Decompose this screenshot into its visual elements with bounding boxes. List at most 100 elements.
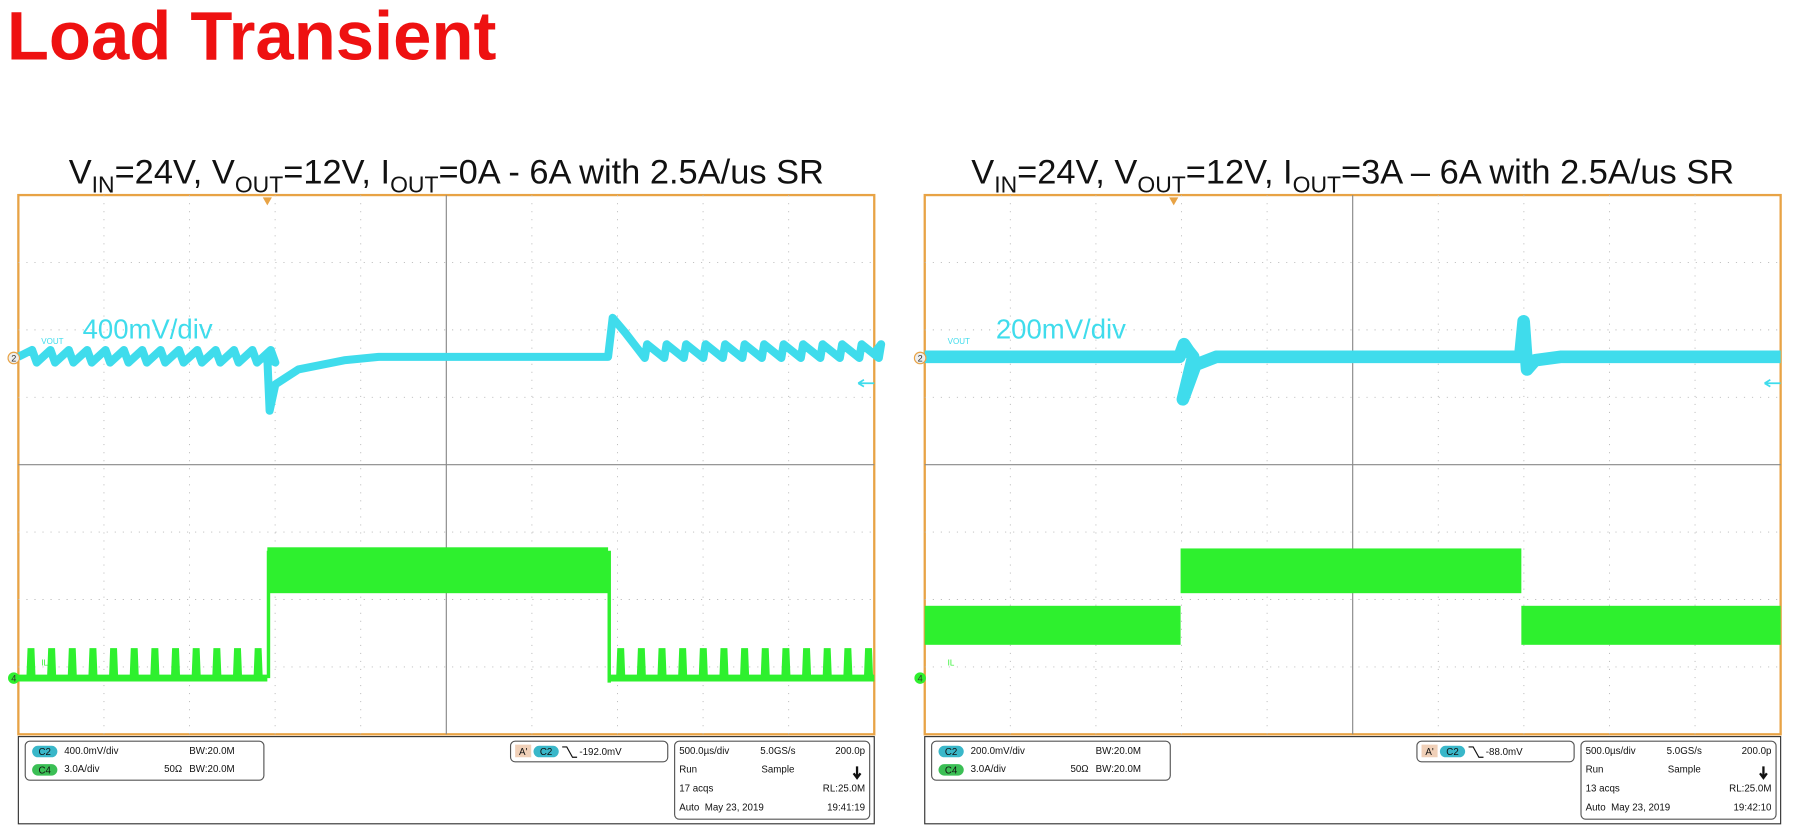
channel-scale: 200.0mV/div: [971, 746, 1025, 757]
trigger-badge-c: [1439, 745, 1466, 758]
il-waveform: [610, 648, 875, 682]
caption-part: =12V, I: [1186, 154, 1293, 192]
channel-scale: 400.0mV/div: [64, 746, 118, 757]
ch2-marker-badge: [913, 351, 927, 365]
caption-part: OUT: [390, 172, 438, 198]
channel-badge-label: C4: [39, 765, 52, 776]
trigger-badge-a: [1421, 744, 1438, 758]
channel-box: [24, 740, 265, 781]
channel-coupling: 50Ω: [164, 764, 182, 775]
ch4-marker-badge: [8, 672, 20, 684]
panel-caption: VIN=24V, VOUT=12V, IOUT=0A - 6A with 2.5…: [69, 154, 824, 198]
offset-arrow: [1764, 379, 1781, 388]
timebase-field: RL:25.0M: [823, 784, 865, 795]
il-waveform: [924, 605, 1181, 645]
timebase-field: Auto: [679, 803, 700, 814]
trigger-position-marker: [1169, 197, 1179, 206]
panel-caption: VIN=24V, VOUT=12V, IOUT=3A – 6A with 2.5…: [971, 154, 1734, 198]
caption-part: =24V, V: [1017, 154, 1137, 192]
il-waveform: [1180, 548, 1522, 594]
timebase-field: Run: [679, 765, 697, 776]
channel-bandwidth: BW:20.0M: [1096, 764, 1141, 775]
caption-part: IN: [92, 172, 115, 198]
timebase-field: May 23, 2019: [705, 803, 764, 814]
acquire-icon: [852, 766, 862, 780]
trigger-badge-c-label: C2: [540, 747, 552, 758]
ch4-name: IL: [948, 658, 955, 667]
timebase-field: 500.0µs/div: [679, 746, 729, 757]
trigger-level: -88.0mV: [1486, 747, 1523, 758]
caption-part: =12V, I: [283, 154, 390, 192]
caption-part: =3A – 6A with 2.5A/us SR: [1341, 154, 1734, 192]
slide-title: Load Transient: [7, 0, 497, 75]
vout-waveform: [16, 313, 886, 415]
trigger-slope-icon: [1468, 746, 1484, 758]
channel-badge-label: C2: [945, 747, 957, 758]
channel-bandwidth: BW:20.0M: [189, 746, 234, 757]
timebase-box: [1580, 740, 1777, 820]
ch2-name: VOUT: [948, 337, 970, 346]
timebase-field: 19:42:10: [1734, 803, 1773, 814]
timebase-field: 19:41:19: [827, 803, 865, 814]
timebase-field: Auto: [1586, 803, 1607, 814]
trigger-position-marker: [262, 197, 272, 206]
ch2-marker: 2: [11, 353, 16, 363]
timebase-field: Sample: [761, 765, 794, 776]
timebase-field: Run: [1586, 765, 1604, 776]
channel-bandwidth: BW:20.0M: [1096, 746, 1141, 757]
channel-badge: [938, 745, 964, 758]
channel-badge-label: C2: [39, 747, 51, 758]
timebase-box: [674, 740, 871, 820]
timebase-field: 500.0µs/div: [1586, 746, 1636, 757]
ch4-marker: 4: [918, 674, 923, 684]
channel-bandwidth: BW:20.0M: [189, 764, 234, 775]
scope-panel: VIN=24V, VOUT=12V, IOUT=3A – 6A with 2.5…: [913, 154, 1782, 825]
caption-part: OUT: [1137, 172, 1185, 198]
channel-badge: [938, 764, 964, 776]
ch2-marker: 2: [918, 353, 923, 363]
caption-part: IN: [994, 172, 1017, 198]
channel-scale: 3.0A/div: [64, 764, 99, 775]
channel-box: [931, 740, 1171, 781]
trigger-badge-a-label: A': [1425, 747, 1434, 758]
timebase-field: 13 acqs: [1586, 784, 1620, 795]
channel-badge-label: C4: [945, 765, 958, 776]
trigger-badge-a-label: A': [519, 747, 528, 758]
caption-part: V: [971, 154, 994, 192]
timebase-field: 200.0p: [835, 746, 865, 757]
caption-part: OUT: [235, 172, 283, 198]
acquire-icon: [1759, 766, 1768, 780]
timebase-field: 17 acqs: [679, 784, 713, 795]
scale-label: 200mV/div: [996, 313, 1126, 344]
vout-waveform: [924, 314, 1781, 406]
il-waveform: [267, 547, 609, 594]
caption-part: =24V, V: [115, 154, 235, 192]
caption-part: OUT: [1293, 172, 1341, 198]
channel-badge: [32, 764, 58, 776]
il-waveform: [1521, 605, 1781, 645]
ch4-marker: 4: [11, 674, 16, 684]
il-waveform: [18, 648, 268, 682]
trigger-badge-a: [515, 744, 532, 758]
caption-part: V: [69, 154, 92, 192]
timebase-field: RL:25.0M: [1729, 784, 1771, 795]
scale-label: 400mV/div: [83, 313, 213, 344]
ch4-name: IL: [41, 658, 48, 667]
trigger-badge-c: [533, 745, 559, 758]
ch4-marker-badge: [914, 672, 926, 684]
timebase-field: 5.0GS/s: [1667, 746, 1702, 757]
trigger-level: -192.0mV: [579, 747, 622, 758]
trigger-slope-icon: [562, 746, 578, 758]
caption-part: =0A - 6A with 2.5A/us SR: [439, 154, 824, 192]
ch2-marker-badge: [7, 351, 21, 365]
trigger-badge-c-label: C2: [1446, 747, 1458, 758]
timebase-field: May 23, 2019: [1611, 803, 1670, 814]
offset-arrow: [857, 379, 875, 388]
timebase-field: 200.0p: [1742, 746, 1772, 757]
channel-badge: [32, 745, 58, 758]
channel-scale: 3.0A/div: [971, 764, 1006, 775]
timebase-field: Sample: [1668, 765, 1701, 776]
scope-panel: VIN=24V, VOUT=12V, IOUT=0A - 6A with 2.5…: [7, 154, 886, 825]
ch2-name: VOUT: [41, 337, 63, 346]
